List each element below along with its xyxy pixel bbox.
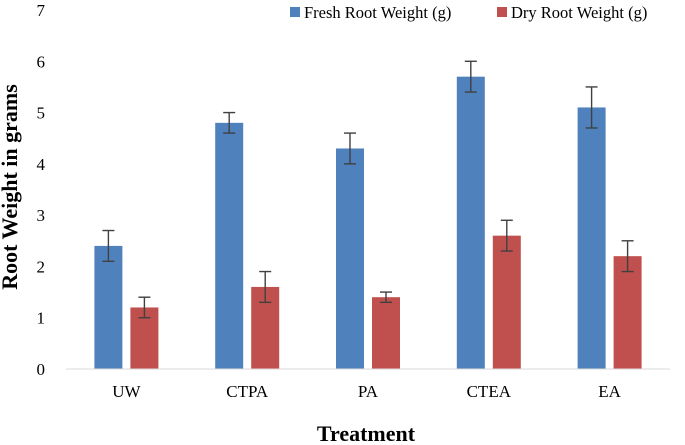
y-axis-title: Root Weight in grams xyxy=(0,84,22,290)
legend: Fresh Root Weight (g) Dry Root Weight (g) xyxy=(290,3,647,22)
bar-fresh-ctpa xyxy=(215,122,244,369)
y-axis-ticks: 0 1 2 3 4 5 6 7 xyxy=(37,1,46,379)
bar-fresh-pa xyxy=(336,148,364,369)
y-tick-label: 6 xyxy=(37,52,46,71)
x-tick-label-ctea: CTEA xyxy=(467,382,512,401)
bar-fresh-ea xyxy=(577,107,606,369)
x-axis-ticks: UW CTPA PA CTEA EA xyxy=(112,382,621,401)
y-tick-label: 3 xyxy=(37,206,46,225)
bar-fresh-ctea xyxy=(456,76,485,370)
y-tick-label: 7 xyxy=(37,1,46,20)
legend-swatch-dry xyxy=(497,7,507,17)
y-tick-label: 1 xyxy=(37,309,46,328)
x-tick-label-ctpa: CTPA xyxy=(226,382,269,401)
x-axis-title: Treatment xyxy=(317,421,416,445)
x-tick-label-uw: UW xyxy=(112,382,141,401)
legend-label-fresh: Fresh Root Weight (g) xyxy=(304,3,451,22)
legend-label-dry: Dry Root Weight (g) xyxy=(511,3,647,22)
error-bars xyxy=(102,60,634,319)
x-tick-label-ea: EA xyxy=(598,382,621,401)
bar-dry-ctea xyxy=(492,235,521,369)
legend-swatch-fresh xyxy=(290,7,300,17)
bar-dry-pa xyxy=(372,297,400,369)
bars xyxy=(94,76,642,370)
y-tick-label: 5 xyxy=(37,104,46,123)
bar-fresh-uw xyxy=(94,245,123,369)
bar-dry-ea xyxy=(613,256,642,369)
y-tick-label: 0 xyxy=(37,360,46,379)
y-tick-label: 2 xyxy=(37,257,46,276)
x-tick-label-pa: PA xyxy=(358,382,379,401)
y-tick-label: 4 xyxy=(37,155,46,174)
